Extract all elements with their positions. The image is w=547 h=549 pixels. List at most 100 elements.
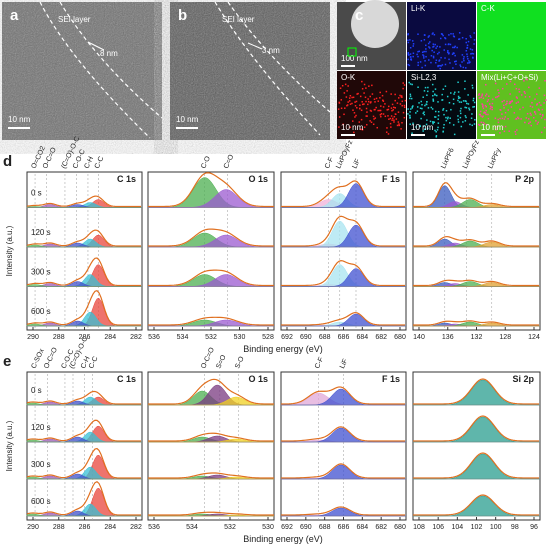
eds-dot — [397, 121, 400, 123]
panel-label: d — [3, 153, 12, 170]
eds-dot — [407, 39, 409, 41]
envelope — [281, 260, 405, 287]
eds-dot — [514, 133, 517, 136]
eds-dot — [499, 132, 501, 134]
eds-dot — [442, 109, 444, 111]
eds-dot — [444, 57, 446, 59]
eds-dot — [452, 33, 454, 35]
eds-dot — [427, 90, 429, 93]
envelope — [281, 180, 405, 208]
eds-dot — [420, 117, 422, 120]
eds-dot — [423, 113, 426, 116]
eds-dot — [468, 62, 471, 64]
eds-dot — [425, 103, 428, 105]
eds-dot — [397, 111, 400, 113]
eds-dot — [497, 95, 500, 97]
eds-dot — [339, 87, 342, 89]
eds-dot — [515, 96, 518, 98]
eds-dot — [445, 109, 448, 112]
scale-label: 10 nm — [411, 123, 434, 132]
eds-dot — [388, 105, 390, 108]
eds-dot — [393, 119, 395, 121]
eds-dot — [514, 130, 516, 133]
eds-dot — [380, 105, 382, 107]
envelope — [26, 419, 141, 442]
eds-dot — [540, 117, 543, 119]
eds-dot — [459, 65, 462, 68]
eds-dot — [474, 119, 476, 121]
eds-dot — [434, 116, 437, 118]
eds-dot — [534, 98, 536, 100]
eds-dot — [377, 100, 380, 102]
eds-dot — [421, 103, 423, 106]
x-tick-label: 684 — [356, 334, 368, 341]
x-tick-label: 682 — [375, 334, 387, 341]
eds-dot — [470, 117, 473, 119]
x-tick-label: 692 — [281, 524, 293, 531]
x-tick-label: 284 — [104, 524, 116, 531]
peak-label: S=O — [215, 354, 228, 370]
envelope — [26, 229, 141, 247]
eds-dot — [411, 40, 414, 42]
eds-dot — [461, 36, 464, 39]
eds-dot — [407, 108, 409, 110]
eds-dot — [460, 125, 463, 128]
eds-dot — [389, 117, 392, 120]
eds-dot — [541, 115, 544, 117]
eds-dot — [373, 98, 376, 100]
eds-dot — [356, 93, 358, 95]
peak-label: LiF — [351, 158, 361, 170]
map-label: C-K — [481, 4, 495, 13]
eds-dot — [448, 52, 450, 54]
eds-dot — [471, 49, 474, 51]
eds-dot — [437, 65, 439, 68]
eds-dot — [523, 80, 525, 82]
eds-dot — [430, 106, 433, 109]
eds-dot — [410, 58, 412, 60]
eds-dot — [464, 106, 466, 109]
eds-dot — [418, 102, 420, 104]
eds-dot — [356, 106, 358, 109]
eds-dot — [507, 118, 509, 120]
eds-dot — [433, 93, 436, 95]
eds-dot — [390, 107, 393, 109]
sei-boundary — [214, 1, 321, 136]
scale-label: 10 nm — [341, 123, 364, 132]
eds-dot — [528, 96, 531, 98]
x-tick-label: 686 — [338, 334, 350, 341]
eds-dot — [449, 43, 452, 46]
eds-dot — [432, 122, 434, 125]
eds-dot — [468, 107, 470, 109]
sei-boundary — [227, 1, 331, 113]
eds-dot — [485, 113, 487, 116]
eds-dot — [529, 112, 532, 115]
eds-dot — [427, 36, 430, 38]
eds-dot — [428, 35, 430, 37]
eds-dot — [468, 60, 470, 62]
eds-dot — [361, 128, 364, 131]
eds-dot — [457, 121, 460, 123]
x-tick-label: 286 — [79, 524, 91, 531]
eds-dot — [419, 61, 422, 63]
x-tick-label: 528 — [262, 334, 274, 341]
eds-dot — [407, 63, 409, 66]
eds-dot — [394, 107, 397, 109]
eds-dot — [401, 96, 403, 98]
eds-dot — [529, 121, 532, 123]
eds-dot — [464, 115, 467, 117]
eds-dot — [462, 66, 465, 69]
eds-dot — [452, 98, 455, 101]
eds-dot — [487, 113, 489, 116]
eds-dot — [453, 93, 455, 95]
eds-dot — [496, 125, 499, 128]
eds-dot — [471, 113, 473, 115]
scale-label: 10 nm — [481, 123, 504, 132]
x-tick-label: 680 — [394, 524, 406, 531]
eds-dot — [408, 54, 410, 56]
x-tick-label: 536 — [148, 524, 160, 531]
eds-dot — [351, 96, 353, 99]
sei-boundary — [39, 1, 151, 139]
eds-dot — [469, 48, 472, 50]
map-label: Si-L2,3 — [411, 73, 437, 82]
eds-dot — [424, 104, 426, 107]
